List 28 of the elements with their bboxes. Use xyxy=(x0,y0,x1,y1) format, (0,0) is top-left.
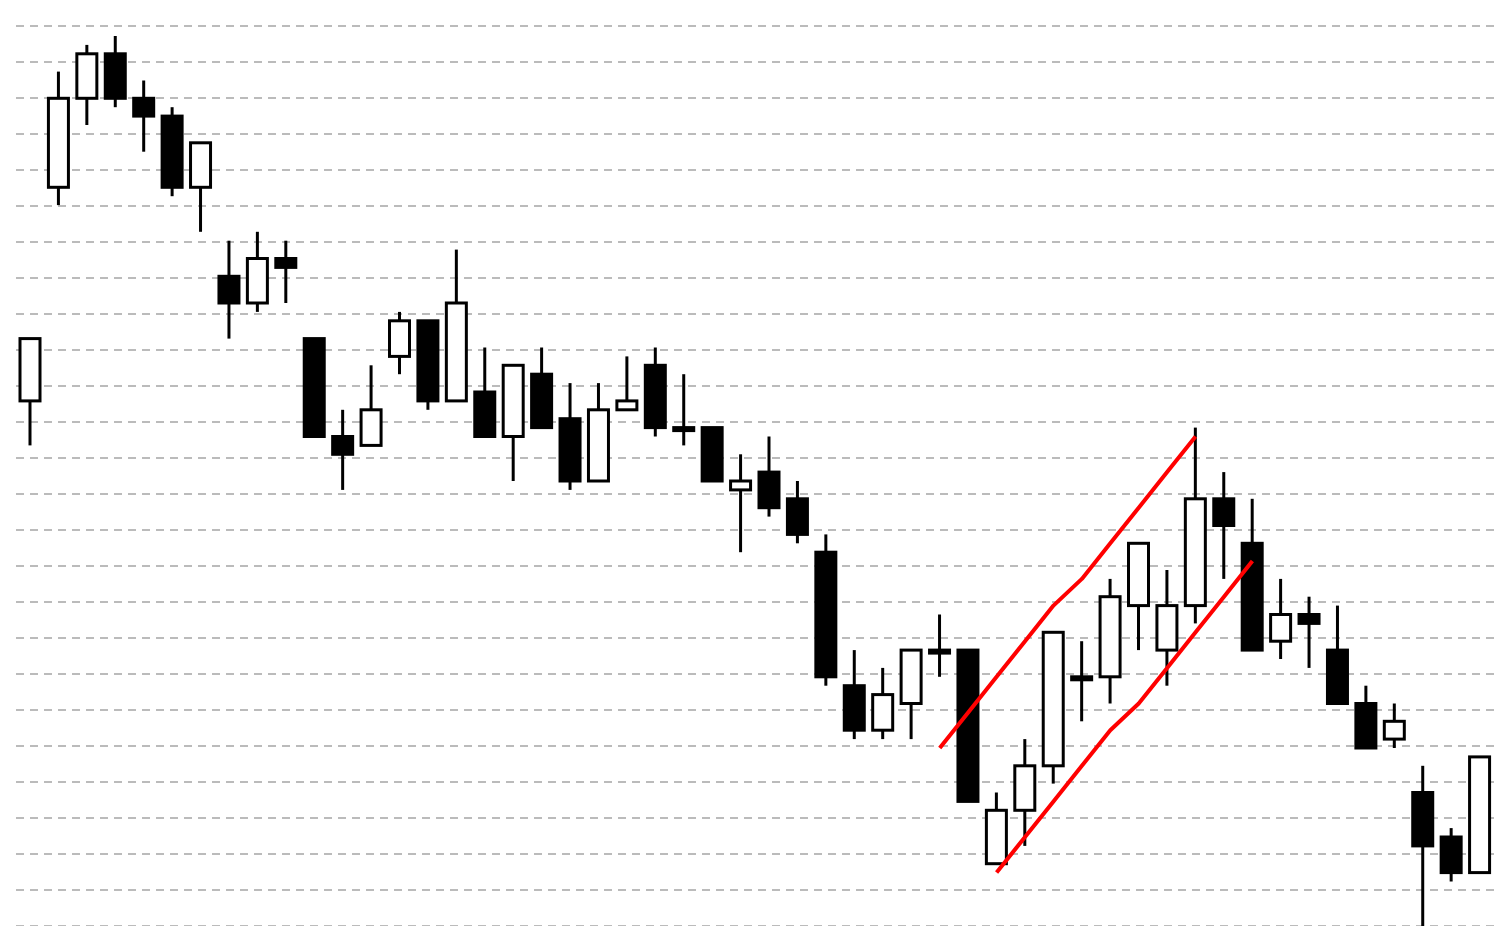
candlestick xyxy=(189,141,213,234)
candlestick xyxy=(1382,702,1406,750)
candlestick xyxy=(1354,684,1378,750)
candlestick xyxy=(1013,737,1037,848)
candlestick xyxy=(729,452,753,554)
candlestick xyxy=(928,613,952,679)
candlestick xyxy=(1155,568,1179,688)
candlestick xyxy=(785,479,809,545)
candlestick xyxy=(757,435,781,519)
candlestick xyxy=(274,239,298,305)
candlestick xyxy=(871,666,895,741)
candlestick xyxy=(1297,595,1321,670)
candlestick xyxy=(245,230,269,314)
candlestick xyxy=(1269,577,1293,661)
candlestick xyxy=(331,408,355,492)
candlestick xyxy=(615,354,639,412)
candlestick xyxy=(1070,639,1094,723)
candlestick xyxy=(217,239,241,341)
candlestick xyxy=(842,648,866,741)
candlestick xyxy=(103,36,127,109)
candlestick xyxy=(388,310,411,376)
candlestick xyxy=(132,79,156,154)
candlestick xyxy=(672,372,696,447)
candlestick xyxy=(1212,470,1236,581)
candlestick xyxy=(473,346,497,438)
candlestick xyxy=(1439,826,1463,883)
candlestick xyxy=(75,43,99,127)
candlestick xyxy=(359,363,383,447)
